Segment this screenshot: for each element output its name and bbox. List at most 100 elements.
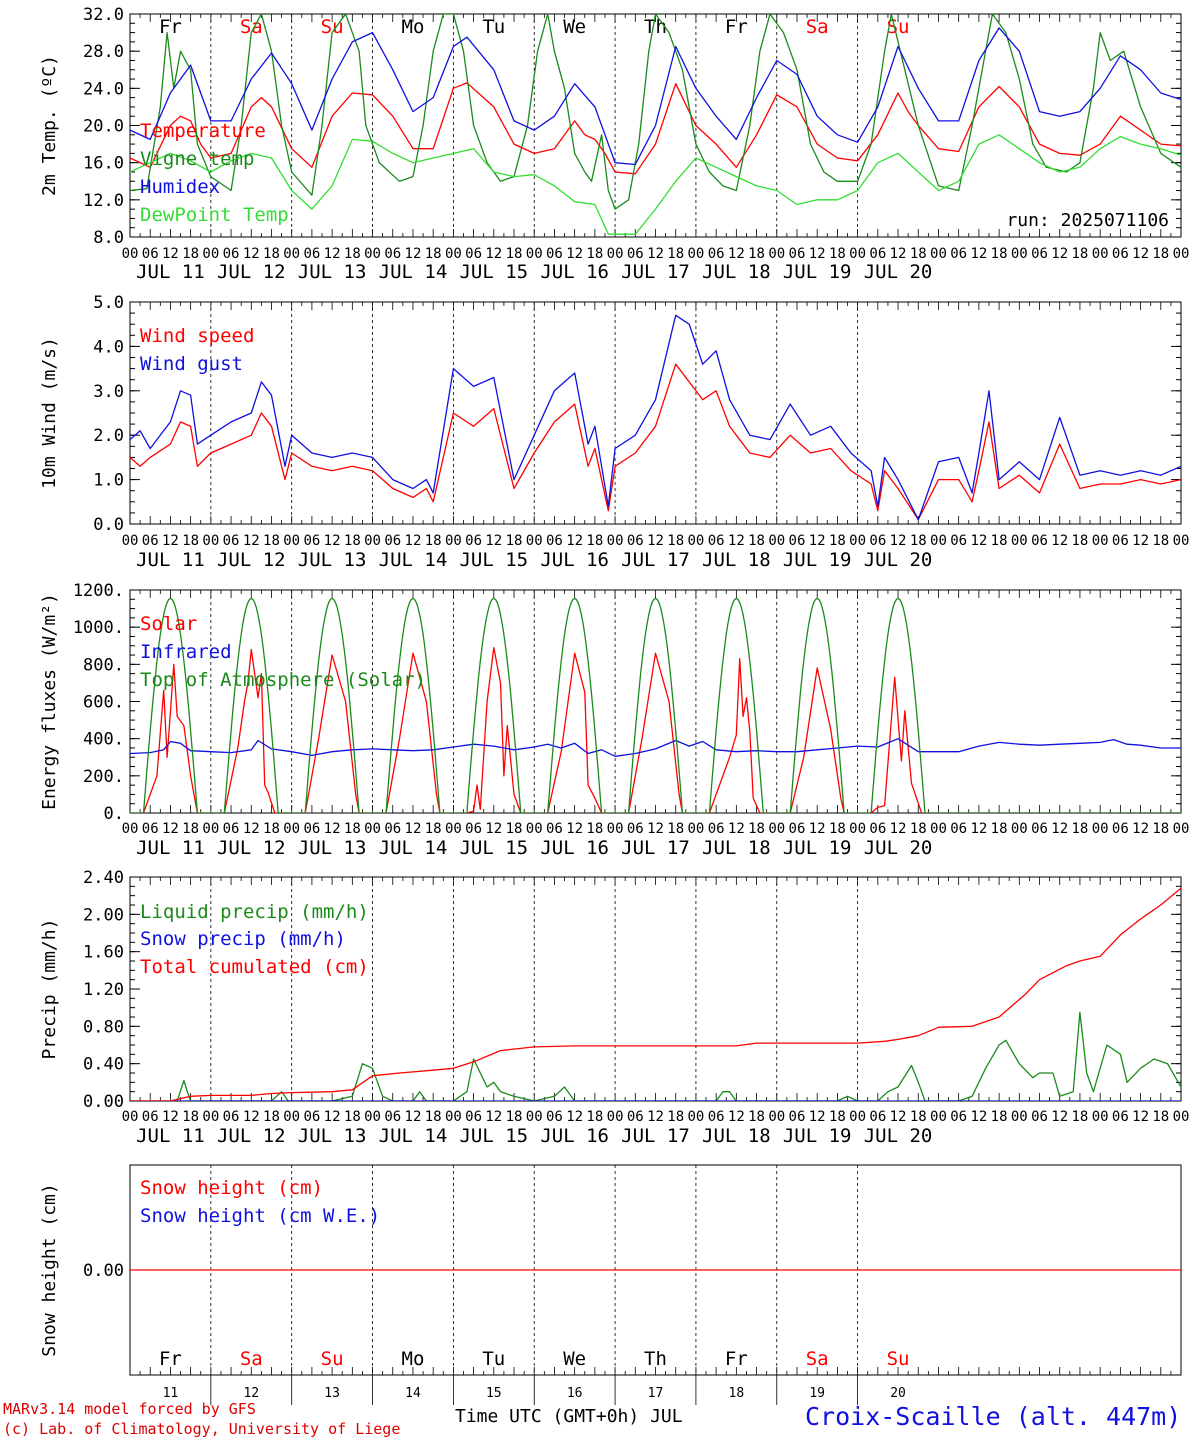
y-tick-label: 200. bbox=[83, 767, 124, 787]
hour-label: 00 bbox=[526, 533, 543, 549]
hour-label: 12 bbox=[728, 533, 745, 549]
hour-label: 00 bbox=[768, 246, 785, 262]
weekday-label: Sa bbox=[240, 1348, 263, 1370]
hour-label: 06 bbox=[789, 533, 806, 549]
hour-label: 18 bbox=[1152, 533, 1169, 549]
day-number: 16 bbox=[567, 1386, 583, 1401]
hour-label: 18 bbox=[506, 533, 523, 549]
series-line-humidex bbox=[130, 27, 1181, 166]
hour-label: 00 bbox=[768, 821, 785, 837]
y-tick-label: 0.00 bbox=[83, 1261, 124, 1281]
hour-label: 06 bbox=[546, 533, 563, 549]
hour-label: 06 bbox=[1112, 533, 1129, 549]
hour-label: 12 bbox=[324, 821, 341, 837]
hour-label: 00 bbox=[1011, 821, 1028, 837]
hour-label: 18 bbox=[829, 533, 846, 549]
day-label: JUL 13 bbox=[298, 549, 367, 571]
hour-label: 12 bbox=[1132, 533, 1149, 549]
y-tick-label: 24.0 bbox=[83, 79, 124, 99]
hour-label: 12 bbox=[809, 821, 826, 837]
hour-label: 12 bbox=[485, 1109, 502, 1125]
hour-label: 12 bbox=[566, 821, 583, 837]
hour-label: 18 bbox=[263, 246, 280, 262]
hour-label: 06 bbox=[303, 821, 320, 837]
hour-label: 06 bbox=[303, 533, 320, 549]
hour-label: 00 bbox=[930, 821, 947, 837]
hour-label: 00 bbox=[526, 821, 543, 837]
day-number: 17 bbox=[648, 1386, 664, 1401]
hour-label: 12 bbox=[1051, 533, 1068, 549]
hour-label: 00 bbox=[687, 821, 704, 837]
weekday-label: Su bbox=[887, 1348, 910, 1370]
hour-label: 06 bbox=[1031, 533, 1048, 549]
hour-label: 12 bbox=[405, 246, 422, 262]
hour-label: 18 bbox=[1152, 246, 1169, 262]
hour-label: 18 bbox=[344, 821, 361, 837]
hour-label: 18 bbox=[344, 246, 361, 262]
plot-frame bbox=[129, 301, 1182, 525]
legend-entry: Snow height (cm W.E.) bbox=[140, 1205, 380, 1227]
hour-label: 18 bbox=[991, 1109, 1008, 1125]
y-tick-label: 32.0 bbox=[83, 5, 124, 25]
legend-entry: Solar bbox=[140, 613, 197, 635]
y-tick-label: 20.0 bbox=[83, 117, 124, 137]
hour-label: 18 bbox=[425, 821, 442, 837]
hour-label: 12 bbox=[809, 533, 826, 549]
hour-label: 12 bbox=[970, 246, 987, 262]
day-label: JUL 14 bbox=[379, 549, 448, 571]
hour-label: 12 bbox=[809, 246, 826, 262]
hour-label: 12 bbox=[1132, 246, 1149, 262]
day-number: 15 bbox=[486, 1386, 502, 1401]
hour-label: 00 bbox=[445, 821, 462, 837]
weekday-label: Fr bbox=[725, 1348, 748, 1370]
hour-label: 18 bbox=[506, 1109, 523, 1125]
hour-label: 06 bbox=[223, 246, 240, 262]
hour-label: 12 bbox=[162, 1109, 179, 1125]
hour-label: 06 bbox=[465, 821, 482, 837]
hour-label: 00 bbox=[607, 246, 624, 262]
hour-label: 18 bbox=[910, 821, 927, 837]
hour-label: 18 bbox=[829, 1109, 846, 1125]
day-number: 11 bbox=[163, 1386, 179, 1401]
legend-entry: Infrared bbox=[140, 641, 232, 663]
day-label: JUL 15 bbox=[459, 261, 528, 283]
hour-label: 06 bbox=[1031, 821, 1048, 837]
y-tick-label: 1.0 bbox=[93, 471, 124, 491]
hour-label: 18 bbox=[1072, 533, 1089, 549]
day-label: JUL 15 bbox=[459, 1125, 528, 1147]
hour-label: 00 bbox=[1173, 246, 1190, 262]
hour-label: 00 bbox=[1092, 246, 1109, 262]
hour-label: 00 bbox=[364, 246, 381, 262]
hour-label: 18 bbox=[1072, 246, 1089, 262]
day-label: JUL 11 bbox=[136, 549, 205, 571]
legend-entry: DewPoint Temp bbox=[140, 204, 289, 226]
y-tick-label: 28.0 bbox=[83, 42, 124, 62]
plot-frame bbox=[129, 589, 1182, 814]
weekday-label: Fr bbox=[159, 1348, 182, 1370]
hour-label: 06 bbox=[950, 1109, 967, 1125]
hour-label: 00 bbox=[1092, 821, 1109, 837]
y-tick-label: 800. bbox=[83, 655, 124, 675]
hour-label: 00 bbox=[202, 821, 219, 837]
hour-label: 18 bbox=[829, 821, 846, 837]
series-group bbox=[130, 887, 1181, 1101]
hour-label: 18 bbox=[182, 533, 199, 549]
hour-label: 18 bbox=[1072, 821, 1089, 837]
hour-label: 12 bbox=[324, 246, 341, 262]
hour-label: 00 bbox=[687, 246, 704, 262]
hour-label: 00 bbox=[445, 533, 462, 549]
hour-label: 00 bbox=[526, 246, 543, 262]
hour-label: 18 bbox=[991, 246, 1008, 262]
station-label: Croix-Scaille (alt. 447m) bbox=[805, 1402, 1182, 1431]
hour-label: 18 bbox=[1152, 1109, 1169, 1125]
series-line-infrared bbox=[130, 738, 1181, 757]
hour-label: 18 bbox=[748, 1109, 765, 1125]
hour-label: 12 bbox=[728, 246, 745, 262]
hour-label: 00 bbox=[122, 533, 139, 549]
hour-label: 18 bbox=[344, 533, 361, 549]
hour-label: 00 bbox=[1011, 246, 1028, 262]
day-label: JUL 11 bbox=[136, 261, 205, 283]
y-tick-label: 12.0 bbox=[83, 191, 124, 211]
hour-label: 06 bbox=[950, 246, 967, 262]
